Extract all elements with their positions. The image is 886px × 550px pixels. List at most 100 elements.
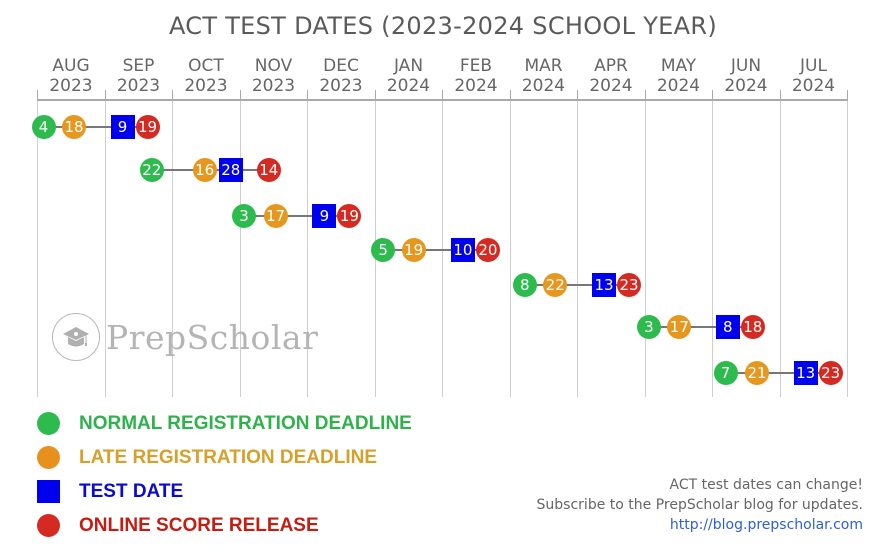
late-registration-marker: 18 — [62, 115, 87, 139]
legend-item-normal-registration: NORMAL REGISTRATION DEADLINE — [37, 412, 412, 435]
month-year: 2024 — [521, 76, 566, 96]
circle-swatch-icon — [37, 412, 60, 435]
month-name: OCT — [188, 56, 224, 76]
test-date-marker: 13 — [793, 361, 818, 385]
footer-note: ACT test dates can change! Subscribe to … — [537, 475, 863, 535]
month-label: JUL 2024 — [780, 56, 848, 96]
score-release-marker: 20 — [475, 238, 500, 262]
watermark-text: PrepScholar — [106, 317, 319, 357]
normal-registration-marker: 3 — [636, 315, 661, 339]
month-name: JUN — [730, 56, 762, 76]
month-year: 2023 — [251, 76, 296, 96]
month-year: 2023 — [116, 76, 161, 96]
row-connector — [43, 126, 148, 128]
month-name: SEP — [122, 56, 155, 76]
normal-registration-marker: 5 — [371, 238, 396, 262]
gridline — [645, 101, 646, 397]
month-year: 2024 — [656, 76, 701, 96]
month-label: JAN 2024 — [375, 56, 443, 96]
month-year: 2024 — [454, 76, 498, 96]
month-label: SEP 2023 — [105, 56, 173, 96]
gridline — [240, 101, 241, 397]
axis-tick — [172, 90, 173, 100]
row-connector — [383, 249, 488, 251]
gridline — [780, 101, 781, 397]
month-year: 2024 — [724, 76, 768, 96]
logo-circle — [52, 313, 100, 361]
footer-line-2: Subscribe to the PrepScholar blog for up… — [536, 497, 863, 513]
late-registration-marker: 22 — [543, 273, 568, 297]
test-date-marker: 28 — [218, 158, 243, 182]
late-registration-marker: 21 — [745, 361, 769, 385]
month-year: 2024 — [791, 76, 836, 96]
axis-tick — [780, 90, 781, 100]
legend-item-test-date: TEST DATE — [37, 480, 183, 503]
test-date-marker: 8 — [715, 315, 740, 339]
month-year: 2023 — [184, 76, 228, 96]
legend-item-late-registration: LATE REGISTRATION DEADLINE — [37, 446, 377, 469]
late-registration-marker: 17 — [667, 315, 692, 339]
row-connector — [648, 326, 753, 328]
blog-link[interactable]: http://blog.prepscholar.com — [669, 517, 863, 533]
late-registration-marker: 16 — [192, 158, 217, 182]
gridline — [37, 101, 38, 397]
row-connector — [244, 215, 350, 217]
legend-label: TEST DATE — [79, 480, 184, 502]
axis-tick — [442, 90, 443, 100]
month-name: FEB — [459, 56, 493, 76]
normal-registration-marker: 7 — [713, 361, 738, 385]
score-release-marker: 23 — [818, 361, 843, 385]
footer-line-1: ACT test dates can change! — [669, 477, 864, 493]
normal-registration-marker: 22 — [139, 158, 164, 182]
late-registration-marker: 17 — [263, 204, 288, 228]
month-name: DEC — [323, 56, 359, 76]
gridline — [847, 101, 848, 397]
score-release-marker: 18 — [740, 315, 765, 339]
gridline — [172, 101, 173, 397]
legend-label: ONLINE SCORE RELEASE — [79, 514, 319, 536]
month-label: NOV 2023 — [240, 56, 308, 96]
month-name: JAN — [393, 56, 424, 76]
graduation-cap-icon — [63, 327, 89, 347]
month-name: MAY — [660, 56, 697, 76]
month-label: AUG 2023 — [37, 56, 105, 96]
score-release-marker: 19 — [135, 115, 160, 139]
month-name: NOV — [254, 56, 293, 76]
row-connector — [725, 372, 831, 374]
circle-swatch-icon — [37, 446, 60, 469]
score-release-marker: 23 — [617, 273, 641, 297]
normal-registration-marker: 8 — [512, 273, 537, 297]
month-label: MAY 2024 — [645, 56, 713, 96]
late-registration-marker: 19 — [401, 238, 426, 262]
normal-registration-marker: 3 — [232, 204, 256, 228]
prepscholar-watermark: PrepScholar — [52, 313, 318, 361]
legend-label: NORMAL REGISTRATION DEADLINE — [79, 412, 412, 434]
month-label: DEC 2023 — [307, 56, 375, 96]
month-label: FEB 2024 — [442, 56, 510, 96]
gridline — [510, 101, 511, 397]
month-name: AUG — [52, 56, 90, 76]
circle-swatch-icon — [37, 514, 60, 537]
axis-tick — [510, 90, 511, 100]
gridline — [307, 101, 308, 397]
axis-tick — [37, 90, 38, 100]
axis-tick — [577, 90, 578, 100]
month-label: JUN 2024 — [712, 56, 780, 96]
test-date-marker: 9 — [312, 204, 337, 228]
axis-tick — [307, 90, 308, 100]
test-date-marker: 9 — [110, 115, 135, 139]
month-year: 2024 — [589, 76, 633, 96]
score-release-marker: 14 — [256, 158, 281, 182]
test-date-marker: 13 — [592, 273, 616, 297]
score-release-marker: 19 — [337, 204, 362, 228]
month-name: MAR — [524, 56, 563, 76]
axis-tick — [375, 90, 376, 100]
month-label: MAR 2024 — [510, 56, 578, 96]
axis-tick — [240, 90, 241, 100]
month-label: APR 2024 — [577, 56, 645, 96]
normal-registration-marker: 4 — [31, 115, 56, 139]
month-year: 2024 — [386, 76, 431, 96]
month-year: 2023 — [319, 76, 363, 96]
gridline — [712, 101, 713, 397]
chart-title: ACT TEST DATES (2023-2024 SCHOOL YEAR) — [168, 12, 717, 40]
